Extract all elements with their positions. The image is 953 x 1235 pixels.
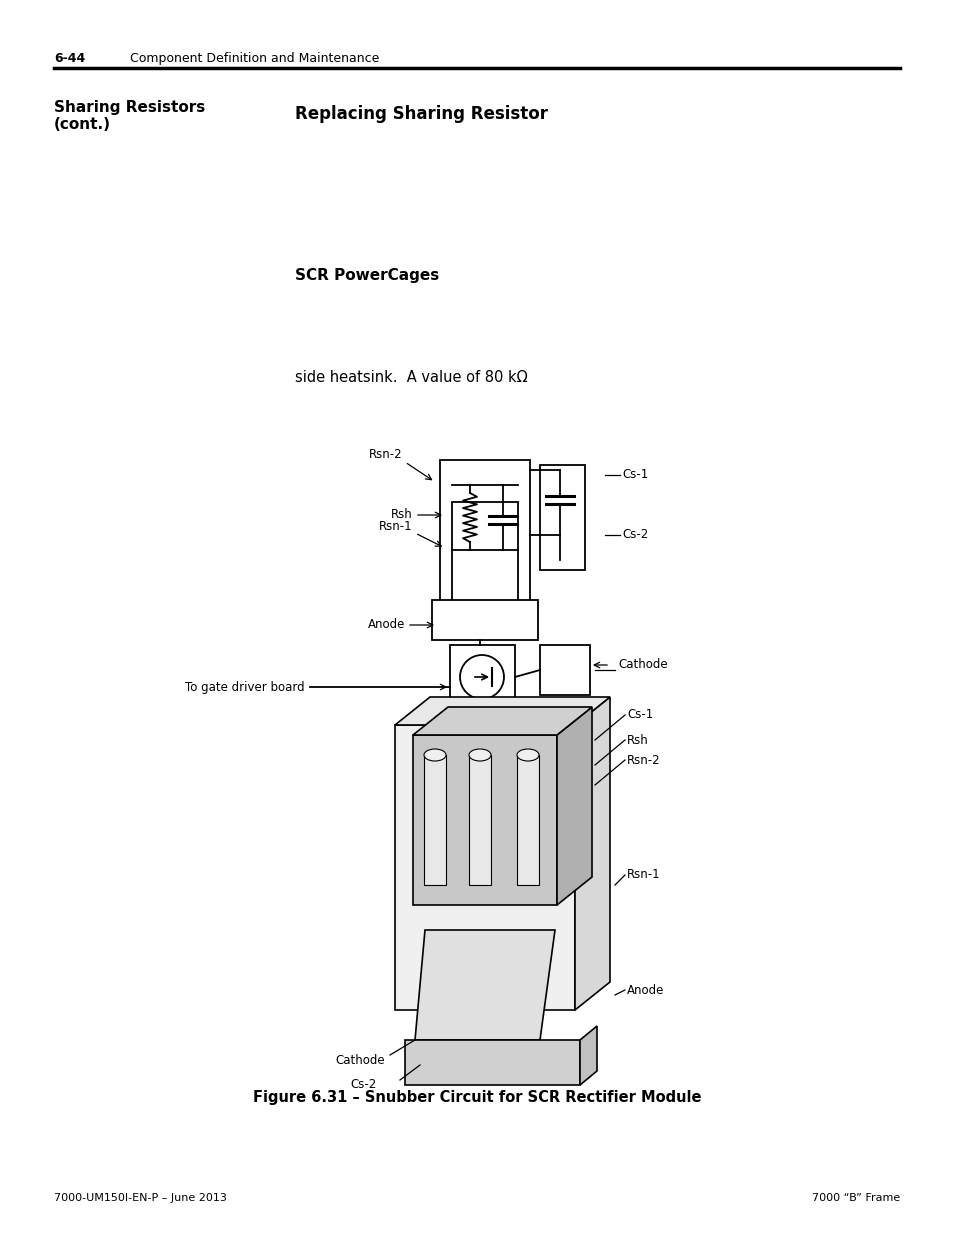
Polygon shape [413,706,592,735]
Text: Replacing Sharing Resistor: Replacing Sharing Resistor [294,105,547,124]
Text: Rsn-2: Rsn-2 [626,753,659,767]
Polygon shape [557,706,592,905]
Polygon shape [415,930,555,1040]
Text: Cathode: Cathode [618,658,667,672]
Text: SCR PowerCages: SCR PowerCages [294,268,438,283]
Bar [539,466,584,571]
Bar [469,755,491,885]
Text: Rsn-1: Rsn-1 [379,520,413,532]
Bar [452,501,517,608]
Bar [517,755,538,885]
Polygon shape [579,1026,597,1086]
Bar [423,755,446,885]
Text: Cs-1: Cs-1 [626,709,653,721]
Polygon shape [405,1040,579,1086]
Bar [439,459,530,620]
Text: Rsh: Rsh [391,509,413,521]
Text: side heatsink.  A value of 80 kΩ: side heatsink. A value of 80 kΩ [294,370,527,385]
Ellipse shape [423,748,446,761]
Polygon shape [575,697,609,1010]
Text: 7000-UM150I-EN-P – June 2013: 7000-UM150I-EN-P – June 2013 [54,1193,227,1203]
Text: Sharing Resistors: Sharing Resistors [54,100,205,115]
Text: Component Definition and Maintenance: Component Definition and Maintenance [130,52,379,65]
Polygon shape [395,725,575,1010]
Text: 7000 “B” Frame: 7000 “B” Frame [811,1193,899,1203]
Bar [432,600,537,640]
Circle shape [459,655,503,699]
Text: Anode: Anode [626,983,663,997]
Text: 6-44: 6-44 [54,52,85,65]
Text: Cs-1: Cs-1 [621,468,648,482]
Text: Rsn-2: Rsn-2 [369,447,402,461]
Text: Cs-2: Cs-2 [350,1078,375,1092]
Text: Figure 6.31 – Snubber Circuit for SCR Rectifier Module: Figure 6.31 – Snubber Circuit for SCR Re… [253,1091,700,1105]
Ellipse shape [517,748,538,761]
Bar [450,645,515,710]
Text: Rsh: Rsh [626,734,648,746]
Polygon shape [395,697,609,725]
Bar [539,645,589,695]
Text: (cont.): (cont.) [54,117,111,132]
Polygon shape [413,735,557,905]
Text: To gate driver board: To gate driver board [185,680,305,694]
Text: Anode: Anode [367,619,405,631]
Text: Cathode: Cathode [335,1053,384,1067]
Text: Rsn-1: Rsn-1 [626,868,659,882]
Text: Cs-2: Cs-2 [621,529,648,541]
Ellipse shape [469,748,491,761]
